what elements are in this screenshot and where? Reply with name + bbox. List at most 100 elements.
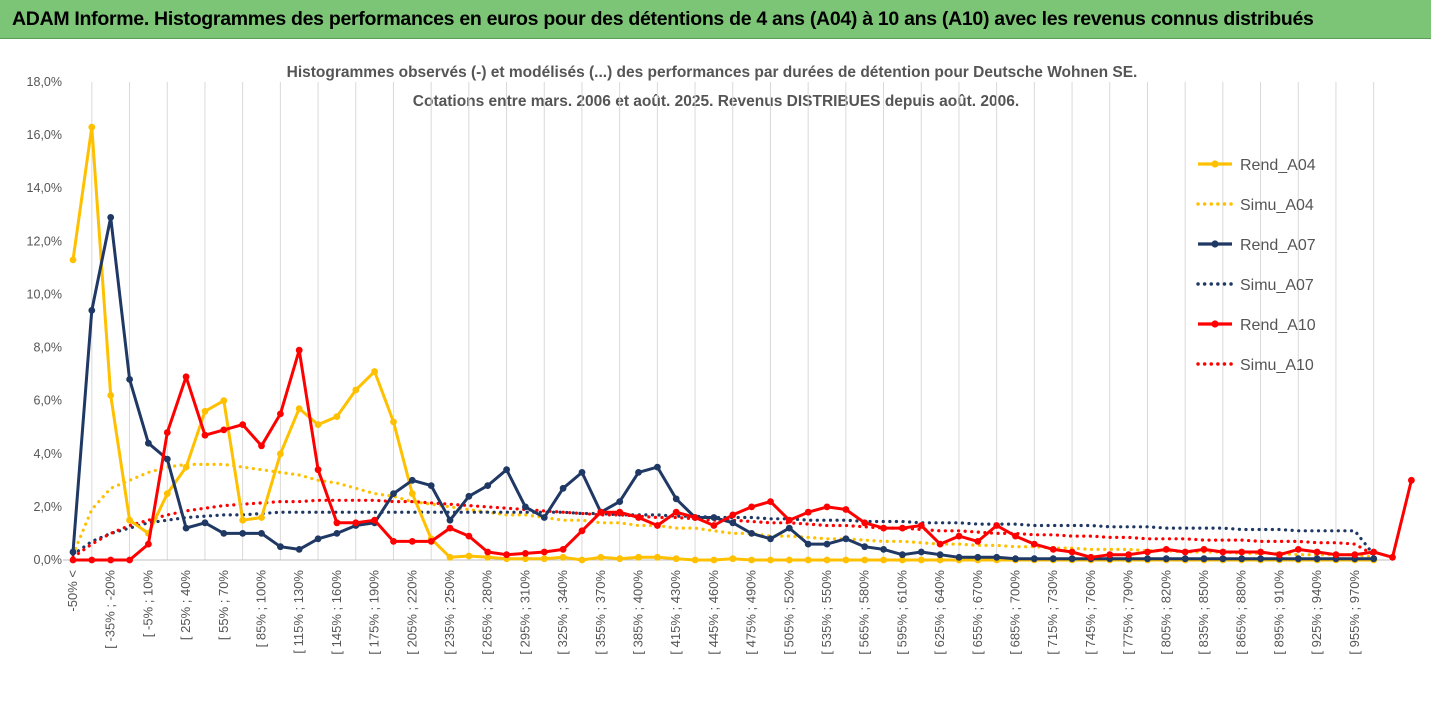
series-line-Simu_A04 <box>71 462 1376 559</box>
data-point-Rend_A07 <box>861 543 869 551</box>
data-point-Rend_A10 <box>522 550 529 557</box>
legend-item-Rend_A04[interactable]: Rend_A04 <box>1198 157 1316 174</box>
chart-title-line-1: Histogrammes observés (-) et modélisés (… <box>287 64 1138 81</box>
data-point-Rend_A07 <box>390 490 397 497</box>
data-point-Rend_A07 <box>578 469 586 476</box>
legend-item-Rend_A10[interactable]: Rend_A10 <box>1198 317 1316 334</box>
data-point-Rend_A10 <box>729 511 737 519</box>
data-point-Rend_A10 <box>1351 551 1359 559</box>
data-point-Rend_A10 <box>1049 546 1057 553</box>
data-point-Rend_A07 <box>107 214 115 221</box>
data-point-Rend_A10 <box>917 522 925 529</box>
x-tick-label: [ 955% ; 970% <box>1347 570 1362 655</box>
data-point-Rend_A10 <box>880 524 887 532</box>
legend-item-Rend_A07[interactable]: Rend_A07 <box>1198 237 1316 254</box>
data-point-Rend_A10 <box>126 556 133 564</box>
legend[interactable]: Rend_A04 Simu_A04 Rend_A07 Simu_A07 Rend_A10… <box>1196 157 1316 374</box>
data-point-Rend_A04 <box>69 256 77 264</box>
data-point-Rend_A07 <box>955 553 963 561</box>
legend-marker <box>1211 160 1219 168</box>
data-point-Rend_A07 <box>974 553 982 561</box>
data-point-Rend_A10 <box>654 522 661 529</box>
x-tick-label: [ 415% ; 430% <box>668 570 683 655</box>
x-tick-label: [ 535% ; 550% <box>819 570 834 655</box>
data-point-Rend_A07 <box>182 524 190 532</box>
data-point-Rend_A07 <box>258 530 265 537</box>
data-point-Rend_A07 <box>1068 555 1076 563</box>
data-point-Rend_A10 <box>182 373 190 381</box>
x-tick-label: [ 655% ; 670% <box>970 570 985 655</box>
legend-item-Simu_A10[interactable]: Simu_A10 <box>1196 357 1314 374</box>
data-point-Rend_A07 <box>1313 555 1321 563</box>
data-point-Rend_A07 <box>201 519 209 527</box>
data-point-Rend_A10 <box>145 540 152 548</box>
data-point-Rend_A07 <box>69 548 77 556</box>
x-tick-label: [ 625% ; 640% <box>932 570 947 655</box>
data-point-Rend_A04 <box>861 556 869 564</box>
x-tick-label: [ 235% ; 250% <box>442 570 457 655</box>
series-line-Rend_A07 <box>71 215 1374 561</box>
data-point-Rend_A07 <box>559 484 567 492</box>
data-point-Rend_A10 <box>559 546 567 553</box>
data-point-Rend_A10 <box>748 503 755 511</box>
data-point-Rend_A07 <box>1049 555 1057 563</box>
x-tick-label: [ 445% ; 460% <box>706 570 721 655</box>
data-point-Rend_A04 <box>597 553 605 561</box>
y-tick-label: 10,0% <box>27 287 62 301</box>
line-chart: Histogrammes observés (-) et modélisés (… <box>27 64 1415 655</box>
data-point-Rend_A10 <box>1389 553 1396 561</box>
data-point-Rend_A10 <box>258 442 265 450</box>
data-point-Rend_A04 <box>710 556 718 564</box>
legend-label: Rend_A07 <box>1240 237 1316 254</box>
data-point-Rend_A10 <box>390 538 397 545</box>
data-point-Rend_A04 <box>295 405 303 412</box>
data-point-Rend_A10 <box>974 538 982 545</box>
data-point-Rend_A07 <box>1370 555 1378 563</box>
data-point-Rend_A04 <box>748 556 755 564</box>
y-tick-label: 0,0% <box>34 553 63 567</box>
data-point-Rend_A10 <box>899 524 906 532</box>
data-point-Rend_A04 <box>729 555 737 563</box>
data-point-Rend_A10 <box>163 429 171 436</box>
data-point-Rend_A07 <box>729 519 737 527</box>
data-point-Rend_A10 <box>1313 548 1321 556</box>
y-tick-label: 2,0% <box>34 500 63 514</box>
data-point-Rend_A04 <box>559 553 567 561</box>
series-line-Rend_A04 <box>71 125 1374 562</box>
legend-item-Simu_A07[interactable]: Simu_A07 <box>1196 277 1314 294</box>
data-point-Rend_A07 <box>616 498 624 505</box>
data-point-Rend_A07 <box>635 469 642 476</box>
data-point-Rend_A07 <box>785 524 793 532</box>
data-point-Rend_A10 <box>635 514 642 521</box>
data-point-Rend_A10 <box>1012 532 1019 540</box>
x-tick-label: [ 85% ; 100% <box>254 570 269 648</box>
data-point-Rend_A10 <box>710 522 718 529</box>
data-point-Rend_A04 <box>804 556 812 564</box>
data-point-Rend_A10 <box>1332 551 1340 559</box>
x-tick-label: [ 265% ; 280% <box>480 570 495 655</box>
x-tick-label: [ -5% ; 10% <box>140 570 155 638</box>
data-point-Rend_A07 <box>88 307 96 314</box>
data-point-Rend_A07 <box>1200 555 1208 563</box>
data-point-Rend_A10 <box>578 527 586 535</box>
data-point-Rend_A10 <box>767 498 774 505</box>
y-tick-label: 6,0% <box>34 394 63 408</box>
series-line-Simu_A10 <box>71 498 1376 559</box>
data-point-Rend_A04 <box>654 553 661 561</box>
data-point-Rend_A07 <box>748 530 755 537</box>
data-point-Rend_A07 <box>899 551 906 559</box>
data-point-Rend_A04 <box>465 552 473 560</box>
data-point-Rend_A10 <box>804 508 812 516</box>
data-point-Rend_A07 <box>540 514 548 521</box>
y-tick-label: 12,0% <box>27 234 62 248</box>
x-tick-label: [ 565% ; 580% <box>857 570 872 655</box>
legend-item-Simu_A04[interactable]: Simu_A04 <box>1196 197 1314 214</box>
report-header: ADAM Informe. Histogrammes des performan… <box>0 0 1431 39</box>
data-point-Rend_A07 <box>408 476 416 484</box>
data-point-Rend_A04 <box>522 555 529 563</box>
x-tick-label: [ 205% ; 220% <box>404 570 419 655</box>
y-tick-label: 18,0% <box>27 75 62 89</box>
data-point-Rend_A07 <box>672 495 680 503</box>
data-point-Rend_A04 <box>239 516 247 524</box>
data-point-Rend_A04 <box>672 555 680 563</box>
